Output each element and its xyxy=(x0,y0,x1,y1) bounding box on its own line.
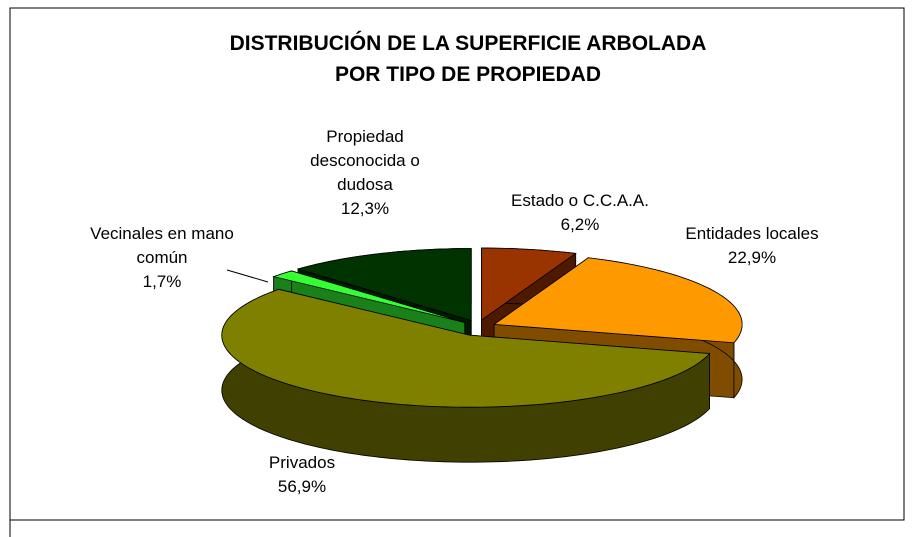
slice xyxy=(272,270,465,323)
value-label: 22,9% xyxy=(727,248,777,267)
slice xyxy=(481,247,577,321)
category-label: Propiedad desconocida o dudosa xyxy=(310,127,420,194)
category-label: Estado o C.C.A.A. xyxy=(511,191,649,210)
slice xyxy=(492,257,743,344)
category-label: Vecinales en mano común xyxy=(90,224,234,267)
data-label: Vecinales en mano común 1,7% xyxy=(87,222,237,294)
chart-border xyxy=(9,7,905,521)
data-label: Entidades locales 22,9% xyxy=(652,222,852,270)
value-label: 56,9% xyxy=(277,477,327,496)
category-label: Privados xyxy=(268,453,336,472)
value-label: 12,3% xyxy=(340,199,390,218)
chart-title: DISTRIBUCIÓN DE LA SUPERFICIE ARBOLADA P… xyxy=(229,32,707,86)
data-label: Estado o C.C.A.A. 6,2% xyxy=(475,189,685,237)
data-label: Propiedad desconocida o dudosa 12,3% xyxy=(280,125,450,221)
data-label: Privados 56,9% xyxy=(232,451,372,499)
value-label: 6,2% xyxy=(560,215,600,234)
category-label: Entidades locales xyxy=(685,224,819,243)
slice xyxy=(221,288,711,408)
value-label: 1,7% xyxy=(142,272,182,291)
leader-line xyxy=(226,269,269,283)
slice xyxy=(296,248,472,322)
